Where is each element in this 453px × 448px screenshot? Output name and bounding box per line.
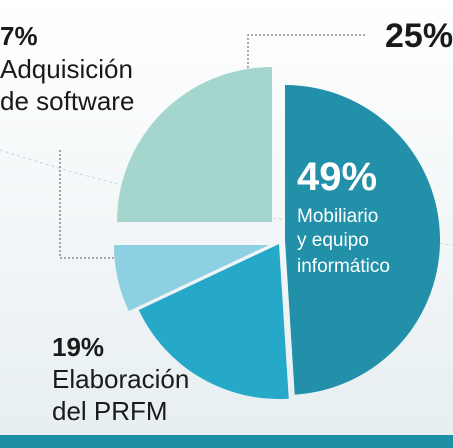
pie-slice	[285, 85, 441, 395]
slice-label: y equipo	[297, 230, 369, 251]
footer-bar	[0, 435, 453, 448]
value-label: 49%	[297, 155, 377, 199]
pie-slice	[114, 245, 269, 311]
value-label: 19%	[52, 332, 104, 362]
pie-slice	[138, 244, 289, 399]
value-label: 25%	[385, 17, 453, 55]
connector	[247, 34, 365, 78]
value-label: 7%	[0, 21, 38, 51]
slice-label: Mobiliario	[297, 206, 378, 227]
slice-label: Adquisición	[0, 54, 133, 84]
slice-label: Elaboración	[52, 364, 189, 394]
pie-slice	[117, 67, 272, 222]
slice-label: de software	[0, 86, 134, 116]
connector	[59, 150, 140, 259]
slice-label: informático	[297, 256, 390, 277]
slice-label: del PRFM	[52, 396, 168, 426]
